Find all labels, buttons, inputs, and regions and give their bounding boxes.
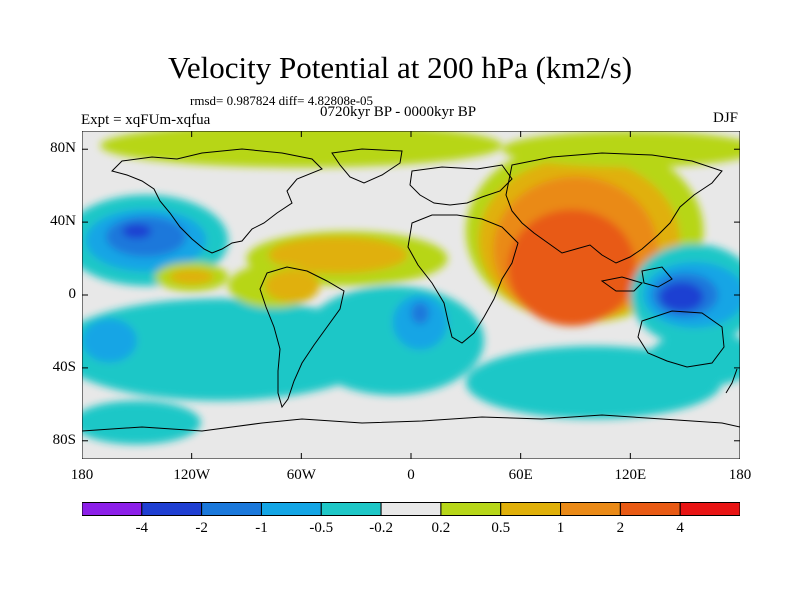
map-title: Velocity Potential at 200 hPa (km2/s) [167, 50, 633, 85]
coastline-asia [505, 152, 723, 264]
colorbar-label: 2 [616, 520, 625, 536]
colorbar-boxes [82, 502, 740, 516]
colorbar-box [619, 502, 681, 516]
colorbar-box [260, 502, 322, 516]
coastline-europe [409, 164, 513, 206]
coastlines [82, 148, 740, 432]
colorbar-label: -1 [255, 520, 268, 536]
colorbar [82, 502, 740, 516]
period-line: 0720kyr BP - 0000kyr BP [320, 104, 477, 120]
coastline-greenland [331, 148, 403, 184]
field-region-arctic-positive [100, 131, 503, 168]
lat-tick-label: 80S [52, 431, 76, 448]
lon-tick-label: 180 [70, 467, 94, 483]
coastline-borneo [641, 266, 673, 288]
field-region-atlantic-positive-core [268, 236, 408, 274]
season-label: DJF [712, 110, 738, 126]
map-ticks [82, 131, 740, 459]
coastline-antarctica [82, 414, 740, 432]
colorbar-label: 0.5 [491, 520, 511, 536]
coastline-new-zealand [725, 368, 738, 394]
colorbar-box [201, 502, 262, 516]
velocity-potential-map [82, 131, 740, 459]
colorbar-box [560, 502, 621, 516]
lon-tick-label: 120E [614, 467, 647, 483]
colorbar-label: 1 [556, 520, 565, 536]
field-contours [82, 131, 740, 445]
lat-tick-label: 40N [50, 213, 76, 230]
colorbar-box [82, 502, 143, 516]
colorbar-label: -4 [135, 520, 149, 536]
colorbar-label: -0.2 [369, 520, 393, 536]
lon-tick-label: 120W [173, 467, 210, 483]
field-region-east-pacific-core [169, 269, 214, 285]
experiment-label: Expt = xqFUm-xqfua [81, 112, 211, 128]
colorbar-box [679, 502, 740, 516]
field-region-africa-minus-core [411, 302, 430, 325]
lat-tick-label: 0 [68, 286, 77, 302]
lat-tick-label: 40S [52, 358, 76, 375]
coastline-south-america [259, 266, 345, 409]
field-region-arctic-positive-east [502, 131, 740, 168]
lon-tick-label: 60E [508, 467, 533, 483]
coastline-maritime [600, 276, 643, 292]
coastline-australia [637, 310, 725, 368]
field-region-south-pacific-inner [82, 318, 137, 363]
field-region-amazon-positive-core [264, 269, 320, 303]
stats-line: rmsd= 0.987824 diff= 4.82808e-05 [190, 93, 374, 108]
field-region-asia-positive-4 [507, 209, 636, 326]
lat-tick-label: 80N [50, 140, 76, 157]
field-region-pacific-minus-peak [122, 223, 152, 239]
lon-tick-label: 60W [286, 467, 316, 483]
colorbar-label: -2 [195, 520, 208, 536]
field-region-south-indian-minus [648, 331, 740, 387]
field-region-antarctic-minus [82, 400, 201, 445]
colorbar-label: 4 [676, 520, 684, 536]
colorbar-label: -0.5 [309, 520, 334, 536]
lon-tick-label: 180 [728, 467, 752, 483]
colorbar-label: 0.2 [431, 520, 451, 536]
coastline-africa [407, 214, 519, 344]
field-region-maritime-minus-peak [659, 282, 704, 312]
colorbar-box [440, 502, 502, 516]
colorbar-box [380, 502, 442, 516]
colorbar-box [141, 502, 203, 516]
coastline-north-america [111, 148, 323, 254]
field-region-south-atlantic-minus [301, 285, 485, 396]
colorbar-box [320, 502, 382, 516]
colorbar-box [500, 502, 562, 516]
lon-tick-label: 0 [407, 467, 415, 483]
